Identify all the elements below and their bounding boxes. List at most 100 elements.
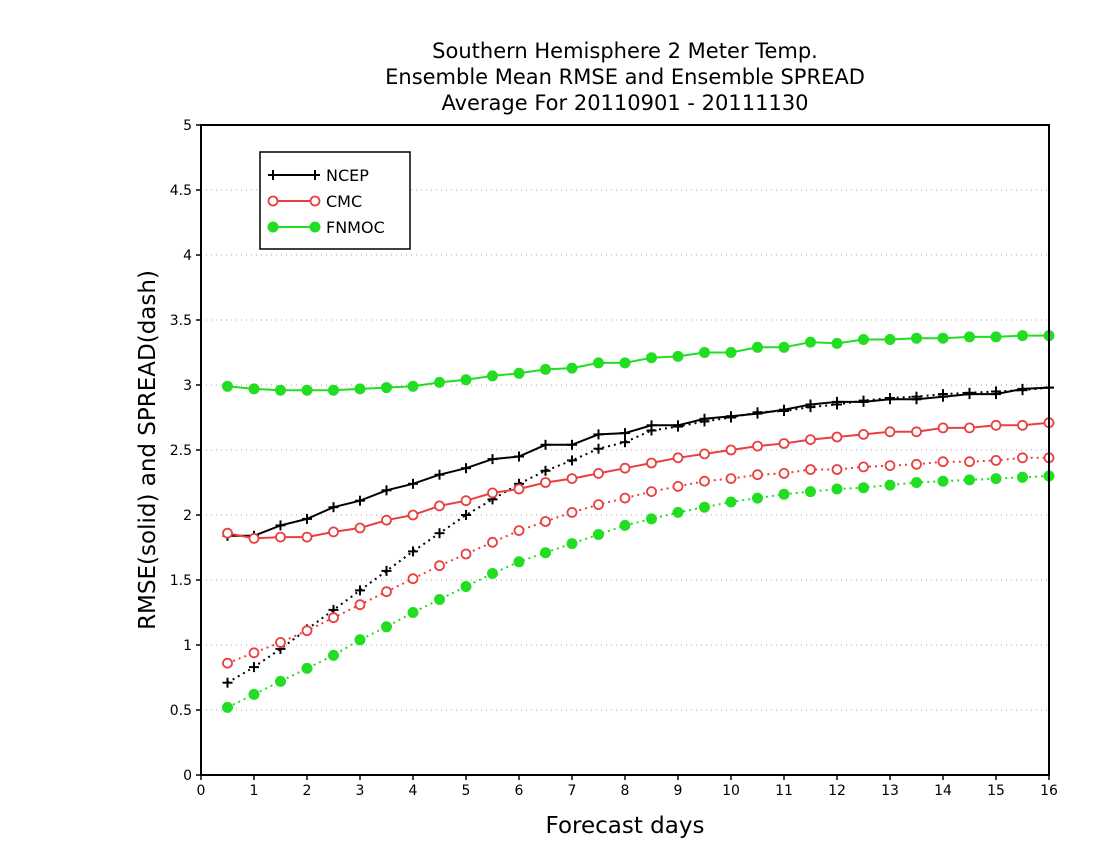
legend-marker-ncep	[268, 170, 278, 180]
fnmoc-rmse-point	[805, 336, 816, 348]
fnmoc-spread-point	[275, 675, 286, 687]
cmc-rmse-point	[381, 514, 392, 526]
ncep-rmse-point	[275, 520, 286, 531]
cmc-spread-point	[1017, 452, 1028, 464]
cmc-spread-point	[831, 464, 843, 475]
fnmoc-rmse-point	[434, 376, 445, 388]
ncep-rmse-point	[726, 411, 736, 422]
cmc-rmse-point	[593, 467, 604, 479]
ncep-rmse-point	[434, 469, 445, 480]
cmc-spread-point	[540, 516, 551, 527]
legend: NCEP CMC FNMOC	[259, 151, 411, 250]
ncep-rmse-point	[885, 394, 895, 405]
cmc-spread-point	[460, 548, 472, 560]
chart-title-line-1: Southern Hemisphere 2 Meter Temp.	[432, 39, 818, 63]
cmc-spread-point	[513, 525, 525, 536]
ncep-spread-point	[593, 443, 604, 454]
ncep-spread-point	[222, 677, 233, 688]
fnmoc-rmse-point	[725, 347, 737, 358]
cmc-rmse-point	[964, 422, 975, 434]
ncep-rmse-point	[328, 502, 339, 513]
cmc-rmse-point	[301, 531, 313, 543]
y-tick-label: 2.5	[170, 443, 192, 459]
fnmoc-spread-point	[460, 581, 472, 592]
cmc-rmse-point	[1017, 419, 1028, 431]
cmc-rmse-point	[487, 487, 498, 499]
cmc-spread-point	[752, 469, 763, 481]
ncep-rmse-point	[991, 389, 1001, 400]
ncep-rmse-point	[461, 463, 471, 474]
fnmoc-rmse-point	[884, 334, 896, 345]
cmc-rmse-point	[858, 428, 869, 440]
y-tick-label: 0	[183, 768, 192, 784]
cmc-rmse-point	[752, 440, 763, 452]
fnmoc-rmse-point	[911, 332, 922, 344]
ncep-rmse-point	[911, 394, 922, 405]
cmc-rmse-point	[884, 426, 896, 438]
plot-frame	[200, 124, 1050, 776]
legend-marker-cmc	[267, 195, 279, 207]
cmc-rmse-point	[540, 477, 551, 488]
cmc-rmse-line	[227, 421, 1050, 540]
x-tick-label: 3	[356, 783, 365, 799]
y-tick-label: 4	[183, 248, 192, 264]
ncep-rmse-point	[1017, 383, 1028, 394]
chart-title-line-2: Ensemble Mean RMSE and Ensemble SPREAD	[385, 65, 865, 89]
x-tick-label: 2	[303, 783, 312, 799]
fnmoc-spread-line	[227, 475, 1050, 709]
cmc-rmse-point	[911, 426, 922, 438]
fnmoc-spread-point	[328, 649, 339, 661]
x-tick-label: 1	[250, 783, 259, 799]
ncep-rmse-line	[227, 386, 1050, 537]
ncep-spread-point	[355, 585, 365, 596]
cmc-rmse-point	[407, 509, 419, 521]
ncep-rmse-point	[832, 396, 842, 407]
fnmoc-spread-point	[566, 538, 578, 550]
cmc-rmse-point	[275, 531, 286, 543]
x-axis-label: Forecast days	[546, 813, 705, 839]
fnmoc-rmse-point	[778, 341, 790, 353]
cmc-spread-point	[937, 456, 949, 468]
ncep-spread-point	[249, 662, 259, 673]
fnmoc-rmse-point	[937, 332, 949, 344]
fnmoc-spread-point	[434, 594, 445, 605]
fnmoc-rmse-point	[593, 357, 604, 369]
x-tick-label: 16	[1040, 783, 1058, 799]
ncep-rmse-point	[752, 408, 763, 419]
legend-label-cmc: CMC	[326, 192, 362, 211]
fnmoc-rmse-point	[460, 374, 472, 386]
fnmoc-rmse-point	[566, 362, 578, 374]
cmc-spread-point	[275, 637, 286, 648]
cmc-spread-point	[699, 475, 710, 487]
cmc-rmse-point	[222, 527, 233, 539]
cmc-spread-point	[328, 612, 339, 624]
fnmoc-rmse-point	[381, 382, 392, 394]
x-tick-label: 8	[621, 783, 630, 799]
x-tick-label: 11	[775, 783, 793, 799]
fnmoc-spread-point	[381, 621, 392, 633]
cmc-spread-point	[725, 473, 737, 485]
cmc-rmse-point	[434, 500, 445, 512]
fnmoc-spread-point	[964, 474, 975, 486]
ncep-rmse-point	[805, 399, 816, 410]
cmc-rmse-point	[513, 483, 525, 495]
y-tick-label: 2	[183, 508, 192, 524]
x-tick-label: 6	[515, 783, 524, 799]
fnmoc-spread-point	[990, 473, 1002, 485]
fnmoc-spread-point	[301, 662, 313, 674]
ncep-rmse-point	[620, 428, 630, 439]
fnmoc-spread-point	[407, 607, 419, 618]
cmc-rmse-point	[672, 452, 684, 464]
cmc-spread-point	[884, 460, 896, 472]
series-layer	[222, 330, 1055, 713]
cmc-spread-point	[672, 480, 684, 492]
cmc-spread-point	[487, 536, 498, 548]
ncep-spread-point	[381, 565, 392, 576]
fnmoc-rmse-line	[227, 334, 1049, 392]
cmc-spread-point	[619, 492, 631, 504]
cmc-rmse-point	[725, 444, 737, 456]
cmc-spread-point	[222, 657, 233, 669]
fnmoc-spread-point	[513, 556, 525, 568]
fnmoc-spread-point	[248, 688, 260, 700]
